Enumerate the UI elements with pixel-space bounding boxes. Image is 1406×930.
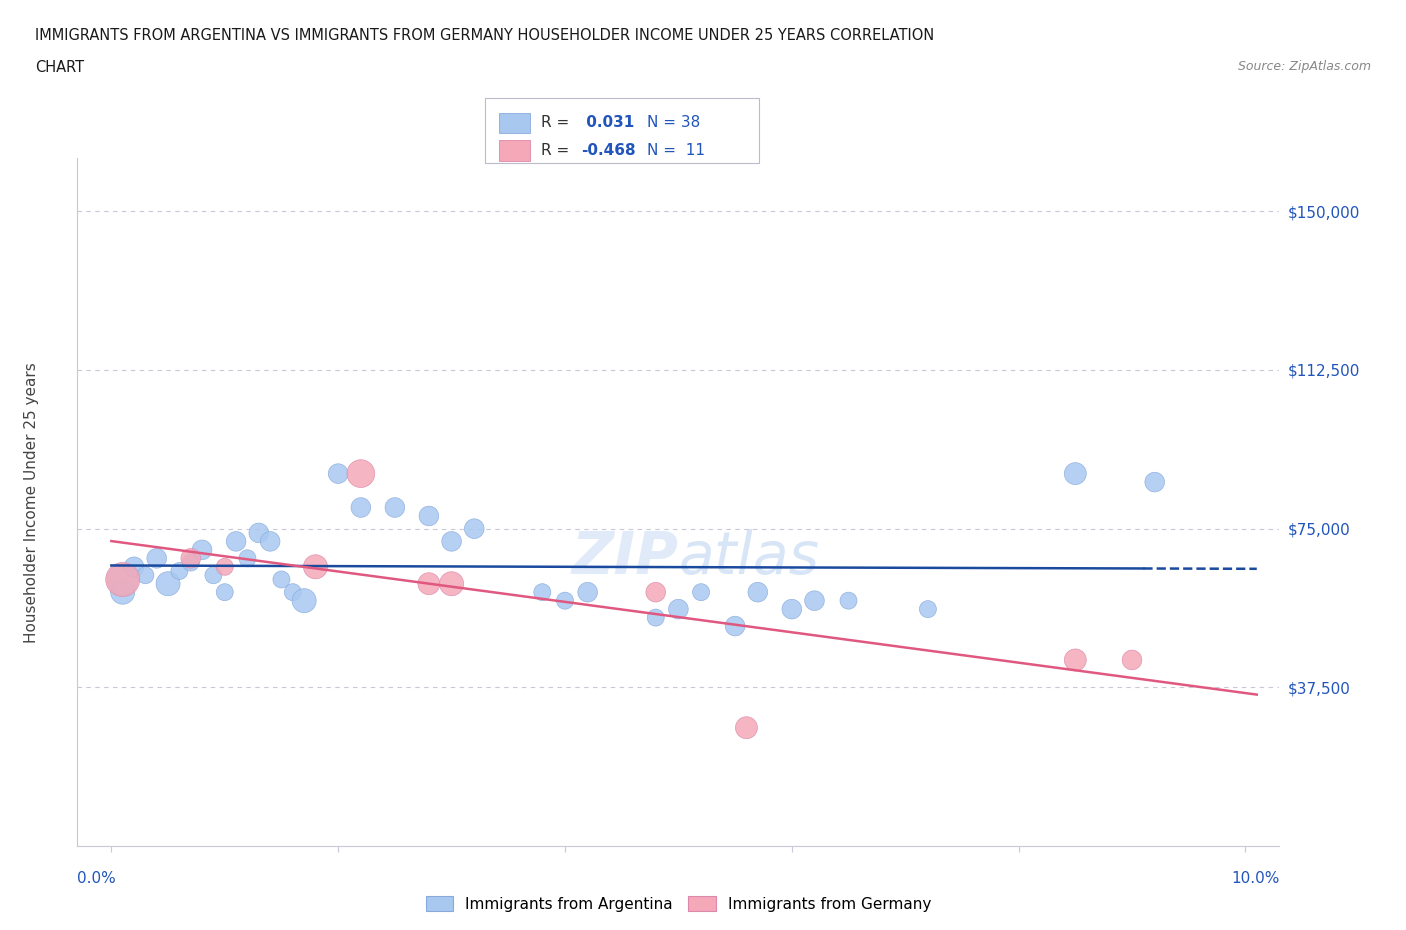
Point: [236, 551, 259, 565]
Point: [463, 521, 485, 536]
Point: [328, 466, 350, 481]
Point: [180, 555, 202, 570]
Text: N =  11: N = 11: [647, 143, 704, 158]
Point: [747, 585, 769, 600]
Text: R =: R =: [541, 115, 575, 130]
Point: [780, 602, 803, 617]
Point: [292, 593, 315, 608]
Point: [247, 525, 270, 540]
Point: [440, 577, 463, 591]
Text: Source: ZipAtlas.com: Source: ZipAtlas.com: [1237, 60, 1371, 73]
Point: [1143, 474, 1166, 489]
Text: R =: R =: [541, 143, 575, 158]
Point: [202, 568, 225, 583]
Text: 10.0%: 10.0%: [1232, 871, 1279, 886]
Point: [917, 602, 939, 617]
Point: [122, 559, 145, 574]
Point: [111, 585, 134, 600]
Text: 0.031: 0.031: [581, 115, 634, 130]
Point: [304, 559, 326, 574]
Point: [644, 585, 666, 600]
Point: [440, 534, 463, 549]
Text: IMMIGRANTS FROM ARGENTINA VS IMMIGRANTS FROM GERMANY HOUSEHOLDER INCOME UNDER 25: IMMIGRANTS FROM ARGENTINA VS IMMIGRANTS …: [35, 28, 935, 43]
Point: [270, 572, 292, 587]
Text: N = 38: N = 38: [647, 115, 700, 130]
Point: [644, 610, 666, 625]
Point: [111, 572, 134, 587]
Point: [1121, 653, 1143, 668]
Point: [350, 500, 373, 515]
Point: [111, 572, 134, 587]
Text: 0.0%: 0.0%: [77, 871, 117, 886]
Point: [169, 564, 191, 578]
Point: [384, 500, 406, 515]
Point: [735, 720, 758, 735]
Point: [214, 559, 236, 574]
Point: [724, 618, 747, 633]
Text: Householder Income Under 25 years: Householder Income Under 25 years: [24, 362, 39, 643]
Text: atlas: atlas: [679, 529, 820, 586]
Point: [837, 593, 859, 608]
Point: [134, 568, 156, 583]
Text: CHART: CHART: [35, 60, 84, 75]
Point: [157, 577, 180, 591]
Point: [690, 585, 713, 600]
Point: [1064, 466, 1087, 481]
Point: [214, 585, 236, 600]
Point: [191, 542, 214, 557]
Point: [180, 551, 202, 565]
Point: [225, 534, 247, 549]
Text: -0.468: -0.468: [581, 143, 636, 158]
Legend: Immigrants from Argentina, Immigrants from Germany: Immigrants from Argentina, Immigrants fr…: [419, 890, 938, 918]
Point: [668, 602, 690, 617]
Text: ZIP: ZIP: [571, 529, 679, 586]
Point: [1064, 653, 1087, 668]
Point: [145, 551, 167, 565]
Point: [531, 585, 554, 600]
Point: [576, 585, 599, 600]
Point: [803, 593, 825, 608]
Point: [350, 466, 373, 481]
Point: [554, 593, 576, 608]
Point: [418, 509, 440, 524]
Point: [259, 534, 281, 549]
Point: [281, 585, 304, 600]
Point: [418, 577, 440, 591]
